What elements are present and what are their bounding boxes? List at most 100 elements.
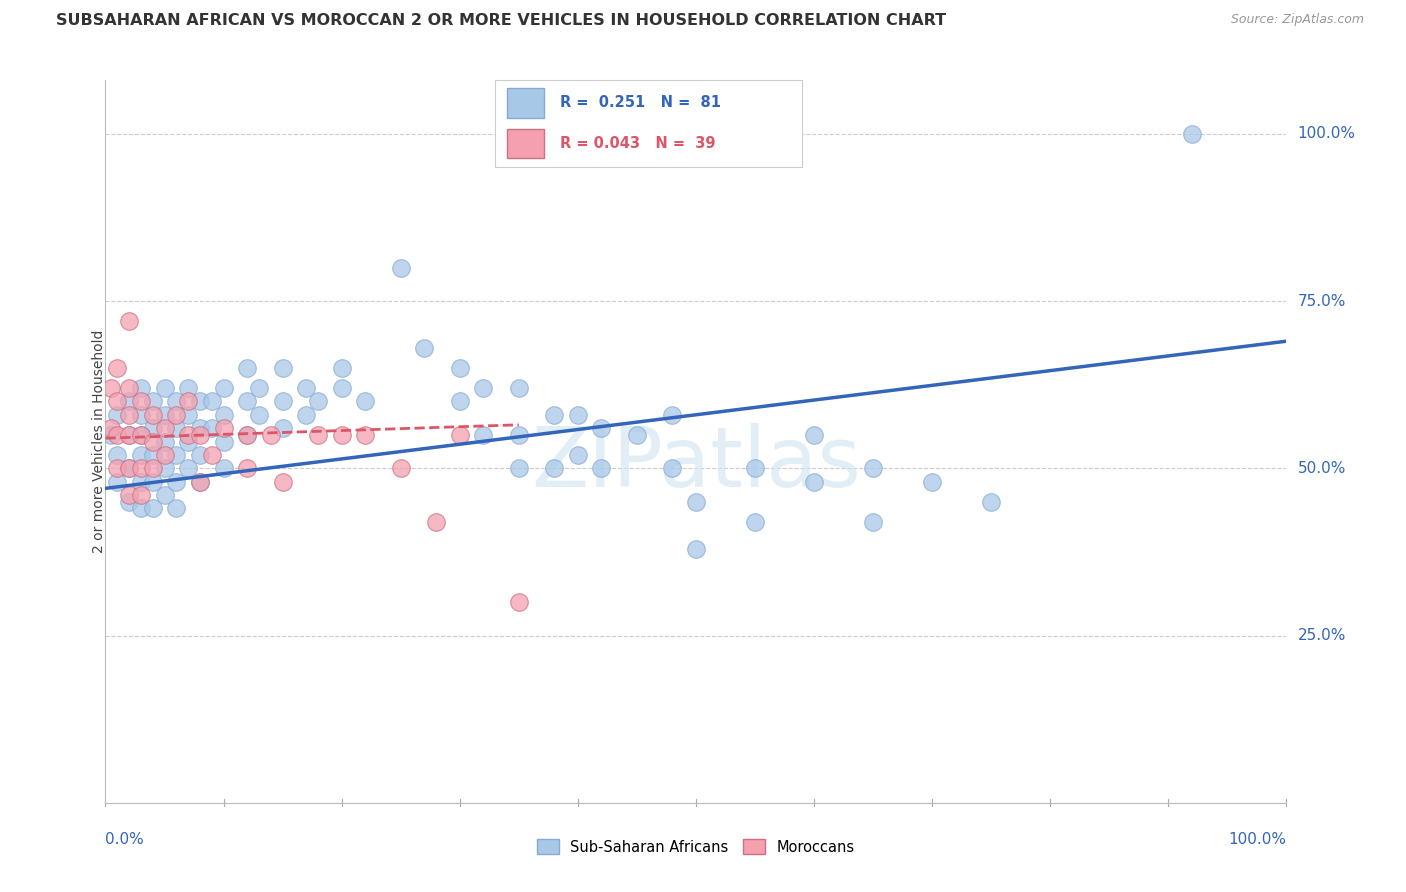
Point bbox=[105, 394, 128, 409]
Text: 100.0%: 100.0% bbox=[1298, 127, 1355, 141]
Point bbox=[212, 381, 235, 395]
Point bbox=[142, 475, 165, 489]
Point bbox=[129, 408, 152, 422]
Point bbox=[129, 501, 152, 516]
Text: 50.0%: 50.0% bbox=[1298, 461, 1346, 475]
Text: 100.0%: 100.0% bbox=[1229, 831, 1286, 847]
Point bbox=[188, 421, 211, 435]
Point bbox=[142, 421, 165, 435]
Point bbox=[354, 428, 377, 442]
Point bbox=[661, 408, 683, 422]
Point bbox=[188, 394, 211, 409]
Point bbox=[129, 461, 152, 475]
Point bbox=[177, 408, 200, 422]
Point bbox=[744, 461, 766, 475]
Point bbox=[100, 421, 122, 435]
Point bbox=[129, 428, 152, 442]
Point bbox=[105, 361, 128, 376]
Point bbox=[685, 541, 707, 556]
Text: ZIPatlas: ZIPatlas bbox=[531, 423, 860, 504]
Point bbox=[153, 381, 176, 395]
Point bbox=[449, 361, 471, 376]
Point bbox=[188, 428, 211, 442]
Point bbox=[212, 434, 235, 449]
Point bbox=[142, 501, 165, 516]
Point bbox=[472, 381, 495, 395]
Point bbox=[508, 461, 530, 475]
Point bbox=[201, 394, 224, 409]
Point bbox=[330, 381, 353, 395]
Text: 75.0%: 75.0% bbox=[1298, 293, 1346, 309]
Point bbox=[247, 408, 270, 422]
Point bbox=[105, 475, 128, 489]
Point bbox=[543, 408, 565, 422]
Point bbox=[177, 434, 200, 449]
Point bbox=[177, 461, 200, 475]
Point bbox=[100, 428, 122, 442]
Point bbox=[236, 394, 259, 409]
Point bbox=[105, 448, 128, 462]
Point bbox=[142, 408, 165, 422]
Point bbox=[472, 428, 495, 442]
Point bbox=[212, 408, 235, 422]
Point bbox=[862, 461, 884, 475]
Point bbox=[129, 428, 152, 442]
Point bbox=[129, 488, 152, 502]
Point bbox=[188, 448, 211, 462]
Point bbox=[508, 595, 530, 609]
Point bbox=[626, 428, 648, 442]
Point bbox=[153, 448, 176, 462]
Point bbox=[165, 501, 187, 516]
Y-axis label: 2 or more Vehicles in Household: 2 or more Vehicles in Household bbox=[91, 330, 105, 553]
Point bbox=[389, 260, 412, 275]
Point bbox=[118, 394, 141, 409]
Point bbox=[188, 475, 211, 489]
Point bbox=[271, 361, 294, 376]
Point bbox=[153, 488, 176, 502]
Point bbox=[413, 341, 436, 355]
Point bbox=[271, 475, 294, 489]
Point bbox=[212, 421, 235, 435]
Point bbox=[449, 394, 471, 409]
Text: 25.0%: 25.0% bbox=[1298, 628, 1346, 643]
Point bbox=[129, 475, 152, 489]
Point bbox=[425, 515, 447, 529]
Point bbox=[508, 428, 530, 442]
Point bbox=[129, 394, 152, 409]
Point bbox=[100, 381, 122, 395]
Point bbox=[118, 461, 141, 475]
Point bbox=[271, 421, 294, 435]
Point bbox=[980, 494, 1002, 508]
Point bbox=[201, 448, 224, 462]
Point bbox=[685, 494, 707, 508]
Point bbox=[201, 421, 224, 435]
Point bbox=[105, 408, 128, 422]
Point bbox=[591, 421, 613, 435]
Point bbox=[129, 448, 152, 462]
Point bbox=[177, 428, 200, 442]
Legend: Sub-Saharan Africans, Moroccans: Sub-Saharan Africans, Moroccans bbox=[531, 833, 860, 861]
Point bbox=[153, 421, 176, 435]
Point bbox=[105, 461, 128, 475]
Point bbox=[118, 408, 141, 422]
Point bbox=[165, 475, 187, 489]
Point bbox=[354, 394, 377, 409]
Point bbox=[236, 361, 259, 376]
Point bbox=[921, 475, 943, 489]
Point bbox=[591, 461, 613, 475]
Point bbox=[142, 434, 165, 449]
Point bbox=[129, 381, 152, 395]
Point bbox=[862, 515, 884, 529]
Point bbox=[567, 408, 589, 422]
Point bbox=[247, 381, 270, 395]
Point bbox=[260, 428, 283, 442]
Text: SUBSAHARAN AFRICAN VS MOROCCAN 2 OR MORE VEHICLES IN HOUSEHOLD CORRELATION CHART: SUBSAHARAN AFRICAN VS MOROCCAN 2 OR MORE… bbox=[56, 13, 946, 29]
Point bbox=[661, 461, 683, 475]
Point bbox=[118, 461, 141, 475]
Point bbox=[803, 475, 825, 489]
Point bbox=[118, 428, 141, 442]
Point bbox=[744, 515, 766, 529]
Point bbox=[1181, 127, 1204, 141]
Point bbox=[330, 361, 353, 376]
Point bbox=[177, 381, 200, 395]
